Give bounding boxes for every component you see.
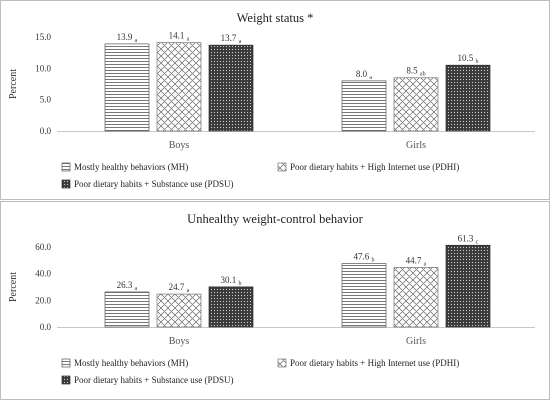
significance-letter: b (372, 258, 375, 264)
data-label: 26.3 a (117, 280, 138, 292)
data-label: 8.0 a (356, 69, 373, 81)
legend-swatch-2 (277, 162, 287, 172)
data-label: 14.1 a (169, 31, 190, 43)
bar-2-boys (156, 293, 202, 328)
legend-swatch-3 (61, 179, 71, 189)
y-tick-label: 10.0 (35, 63, 51, 73)
legend-swatch-1 (61, 358, 71, 368)
bar-2-girls (393, 77, 439, 132)
legend-entry-2: Poor dietary habits + High Internet use … (290, 162, 459, 172)
bar-1-boys (104, 291, 150, 328)
significance-letter: a (135, 38, 138, 44)
bar-3-girls (445, 244, 491, 328)
y-tick-label: 20.0 (35, 295, 51, 305)
chart-panel-1: Weight status * 0.0 5.0 10.0 15.0 Percent 13.9… (0, 0, 550, 200)
data-label: 61.3 c (458, 233, 479, 245)
legend-swatch-3 (61, 375, 71, 385)
y-axis-label: Percent (8, 69, 19, 99)
data-label: 24.7 a (169, 282, 190, 294)
significance-letter: b (239, 281, 242, 287)
significance-letter: a (424, 261, 427, 267)
legend-swatch-1 (61, 162, 71, 172)
bar-2-boys (156, 42, 202, 132)
chart-panel-2: Unhealthy weight-control behavior 0.0 20.0… (0, 201, 550, 400)
data-label: 13.9 a (117, 32, 138, 44)
bar-3-boys (208, 44, 254, 132)
data-label: 47.6 b (354, 252, 375, 264)
legend-entry-2: Poor dietary habits + High Internet use … (290, 358, 459, 368)
data-label: 13.7 a (221, 33, 242, 45)
y-tick-label: 40.0 (35, 269, 51, 279)
y-tick-label: 5.0 (40, 95, 52, 105)
bar-1-girls (341, 263, 387, 328)
bar-2-girls (393, 267, 439, 328)
bar-1-boys (104, 43, 150, 132)
significance-letter: a (369, 75, 372, 81)
significance-letter: a (239, 39, 242, 45)
significance-letter: b (476, 59, 479, 65)
data-label: 30.1 b (221, 275, 242, 287)
y-tick-label: 0.0 (40, 322, 52, 332)
y-tick-label: 60.0 (35, 242, 51, 252)
y-tick-label: 0.0 (40, 126, 52, 136)
data-label: 10.5 b (458, 53, 479, 65)
significance-letter: c (476, 239, 479, 245)
significance-letter: ab (420, 72, 426, 78)
category-label: Girls (406, 140, 426, 151)
bar-3-girls (445, 64, 491, 132)
legend-entry-1: Mostly healthy behaviors (MH) (74, 162, 188, 172)
category-label: Boys (169, 140, 190, 151)
data-label: 8.5 ab (406, 66, 425, 78)
legend-entry-1: Mostly healthy behaviors (MH) (74, 358, 188, 368)
chart-title: Weight status * (237, 11, 314, 25)
significance-letter: a (135, 286, 138, 292)
bar-1-girls (341, 80, 387, 132)
legend-swatch-2 (277, 358, 287, 368)
legend-entry-3: Poor dietary habits + Substance use (PDS… (74, 179, 234, 189)
chart-title: Unhealthy weight-control behavior (187, 212, 363, 226)
significance-letter: a (187, 37, 190, 43)
significance-letter: a (187, 288, 190, 294)
category-label: Boys (169, 336, 190, 347)
legend-entry-3: Poor dietary habits + Substance use (PDS… (74, 375, 234, 385)
y-axis-label: Percent (8, 272, 19, 302)
bar-3-boys (208, 286, 254, 328)
data-label: 44.7 a (406, 255, 427, 267)
category-label: Girls (406, 336, 426, 347)
y-tick-label: 15.0 (35, 32, 51, 42)
